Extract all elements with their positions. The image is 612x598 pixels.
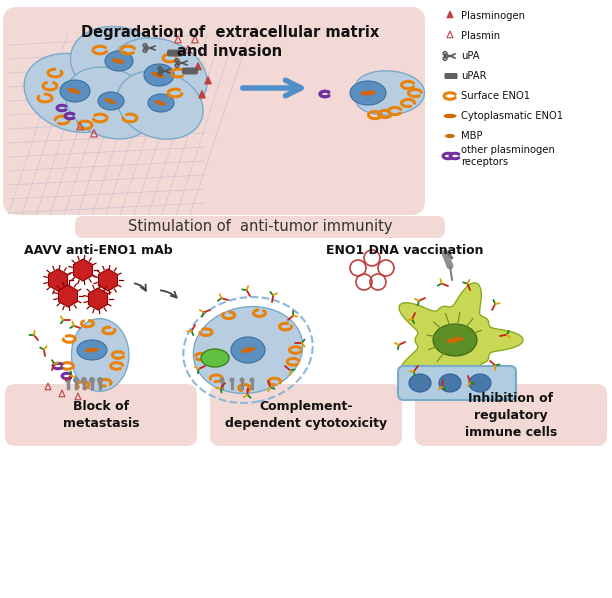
Ellipse shape — [60, 80, 90, 102]
Circle shape — [97, 377, 103, 383]
Polygon shape — [59, 285, 78, 307]
FancyBboxPatch shape — [5, 384, 197, 446]
Text: Stimulation of  anti-tumor immunity: Stimulation of anti-tumor immunity — [128, 219, 392, 234]
Text: Surface ENO1: Surface ENO1 — [461, 91, 530, 101]
Ellipse shape — [444, 114, 457, 118]
Text: uPA: uPA — [461, 51, 480, 61]
Ellipse shape — [446, 337, 464, 343]
Ellipse shape — [350, 81, 386, 105]
Ellipse shape — [144, 64, 174, 86]
Polygon shape — [399, 283, 523, 397]
Polygon shape — [447, 11, 453, 18]
Ellipse shape — [439, 374, 461, 392]
FancyBboxPatch shape — [167, 50, 183, 56]
Ellipse shape — [65, 67, 154, 139]
FancyBboxPatch shape — [210, 384, 402, 446]
Text: Plasmin: Plasmin — [461, 31, 500, 41]
Ellipse shape — [98, 92, 124, 110]
Circle shape — [239, 377, 245, 383]
Text: Block of
metastasis: Block of metastasis — [63, 400, 140, 430]
Text: uPAR: uPAR — [461, 71, 487, 81]
Ellipse shape — [24, 53, 126, 133]
Ellipse shape — [105, 51, 133, 71]
Ellipse shape — [148, 94, 174, 112]
Circle shape — [220, 377, 225, 383]
Ellipse shape — [231, 337, 265, 363]
Ellipse shape — [77, 340, 107, 360]
Text: ENO1 DNA vaccination: ENO1 DNA vaccination — [326, 243, 483, 257]
Text: Degradation of  extracellular matrix
and invasion: Degradation of extracellular matrix and … — [81, 25, 379, 59]
Ellipse shape — [70, 26, 165, 100]
Circle shape — [73, 377, 79, 383]
Polygon shape — [99, 269, 118, 291]
Ellipse shape — [151, 72, 165, 78]
Ellipse shape — [111, 59, 124, 63]
Text: other plasminogen
receptors: other plasminogen receptors — [461, 145, 555, 167]
Polygon shape — [356, 71, 425, 115]
Circle shape — [230, 377, 234, 383]
Polygon shape — [72, 319, 129, 391]
Ellipse shape — [360, 90, 376, 96]
Text: AAVV anti-ENO1 mAb: AAVV anti-ENO1 mAb — [24, 243, 173, 257]
Circle shape — [250, 377, 255, 383]
Polygon shape — [199, 90, 205, 98]
Ellipse shape — [445, 134, 455, 138]
Polygon shape — [204, 77, 211, 84]
Ellipse shape — [193, 307, 303, 393]
FancyBboxPatch shape — [415, 384, 607, 446]
Text: Plasminogen: Plasminogen — [461, 11, 525, 21]
FancyBboxPatch shape — [398, 366, 516, 400]
Ellipse shape — [85, 347, 99, 352]
Ellipse shape — [241, 347, 255, 353]
Polygon shape — [48, 269, 67, 291]
Polygon shape — [73, 259, 92, 281]
Ellipse shape — [117, 71, 203, 139]
Circle shape — [65, 377, 71, 383]
Text: Complement-
dependent cytotoxicity: Complement- dependent cytotoxicity — [225, 400, 387, 430]
Ellipse shape — [409, 374, 431, 392]
FancyBboxPatch shape — [182, 68, 198, 75]
Ellipse shape — [469, 374, 491, 392]
Circle shape — [81, 377, 87, 383]
Text: Cytoplasmatic ENO1: Cytoplasmatic ENO1 — [461, 111, 563, 121]
Text: Inhibition of
regulatory
immune cells: Inhibition of regulatory immune cells — [465, 392, 557, 438]
FancyBboxPatch shape — [444, 73, 458, 79]
Ellipse shape — [105, 98, 116, 104]
FancyBboxPatch shape — [3, 7, 425, 215]
Polygon shape — [195, 63, 201, 70]
Ellipse shape — [201, 349, 229, 367]
Ellipse shape — [109, 38, 207, 114]
Ellipse shape — [154, 100, 166, 106]
Ellipse shape — [433, 324, 477, 356]
FancyBboxPatch shape — [75, 216, 445, 238]
Polygon shape — [89, 288, 108, 310]
Ellipse shape — [67, 88, 81, 94]
Circle shape — [89, 377, 95, 383]
Text: MBP: MBP — [461, 131, 482, 141]
